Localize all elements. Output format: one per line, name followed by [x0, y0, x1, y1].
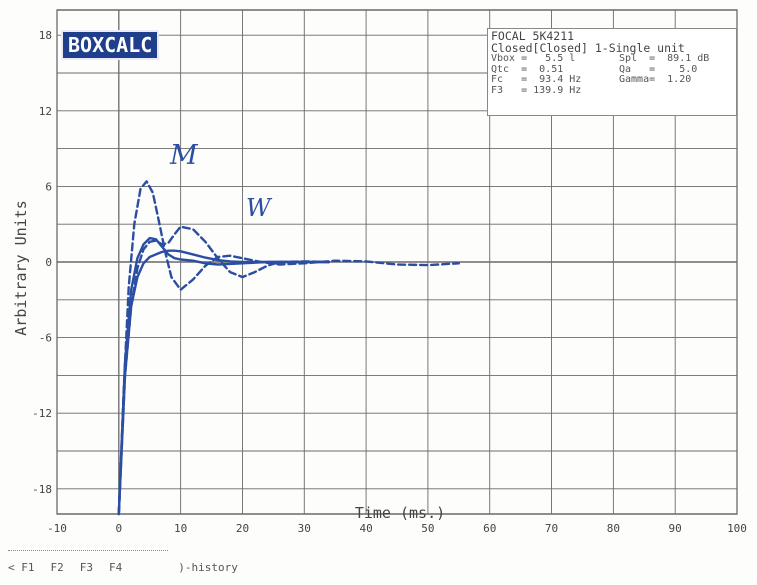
y-axis-label: Arbitrary Units	[12, 200, 30, 335]
x-tick-label: 100	[727, 522, 747, 535]
info-row: Qtc = 0.51 Qa = 5.0	[491, 63, 733, 76]
y-tick-label: -12	[32, 407, 52, 420]
handwritten-w-annotation: W	[246, 194, 271, 222]
x-tick-label: 70	[545, 522, 558, 535]
info-row-left: Qtc = 0.51	[491, 63, 564, 75]
info-row-left: Vbox = 5.5 l	[491, 53, 576, 64]
boxcalc-logo: BOXCALC	[61, 30, 160, 60]
y-tick-label: 12	[39, 105, 52, 118]
x-tick-label: 90	[669, 522, 682, 535]
chart-series	[117, 180, 460, 516]
info-row-right: Qa = 5.0	[619, 63, 698, 75]
x-tick-label: 60	[483, 522, 496, 535]
info-row: F3 = 139.9 Hz	[491, 84, 733, 97]
x-tick-label: 30	[298, 522, 311, 535]
y-tick-label: 18	[39, 29, 52, 42]
x-tick-label: 20	[236, 522, 249, 535]
footer-divider	[8, 550, 168, 551]
enclosure-config: Closed[Closed] 1-Single unit	[491, 41, 685, 55]
x-tick-label: -10	[47, 522, 67, 535]
x-tick-label: 50	[421, 522, 434, 535]
chart-grid	[56, 9, 738, 515]
series-line-2	[117, 225, 331, 516]
x-tick-label: 80	[607, 522, 620, 535]
info-row: Vbox = 5.5 l Spl = 89.1 dB	[491, 53, 733, 65]
driver-name: FOCAL 5K4211	[491, 29, 575, 43]
info-row: Fc = 93.4 Hz Gamma= 1.20	[491, 74, 733, 86]
info-row-right: Spl = 89.1 dB	[619, 53, 710, 64]
info-row-right: Gamma= 1.20	[619, 74, 692, 85]
f4-key[interactable]: F4	[109, 561, 123, 574]
info-row-left: Fc = 93.4 Hz	[491, 74, 582, 85]
f2-key[interactable]: F2	[50, 561, 64, 574]
driver-info-box: FOCAL 5K4211 Closed[Closed] 1-Single uni…	[487, 28, 737, 116]
y-tick-label: -18	[32, 483, 52, 496]
x-axis-label: Time (ms.)	[355, 504, 445, 522]
f3-key[interactable]: F3	[79, 561, 93, 574]
y-tick-label: -6	[39, 332, 52, 345]
f1-key[interactable]: < F1	[8, 561, 35, 574]
y-tick-label: 0	[45, 256, 52, 269]
series-line-3	[117, 236, 331, 516]
series-line-1	[117, 180, 460, 516]
x-tick-label: 10	[174, 522, 187, 535]
series-line-4	[117, 249, 331, 516]
handwritten-m-annotation: M	[170, 140, 198, 171]
x-tick-label: 40	[359, 522, 372, 535]
history-key[interactable]: )-history	[178, 561, 238, 574]
y-tick-label: 6	[45, 180, 52, 193]
x-tick-label: 0	[116, 522, 123, 535]
function-key-bar: < F1 F2 F3 F4 )-history	[8, 561, 254, 574]
info-row-left: F3 = 139.9 Hz	[491, 84, 582, 96]
